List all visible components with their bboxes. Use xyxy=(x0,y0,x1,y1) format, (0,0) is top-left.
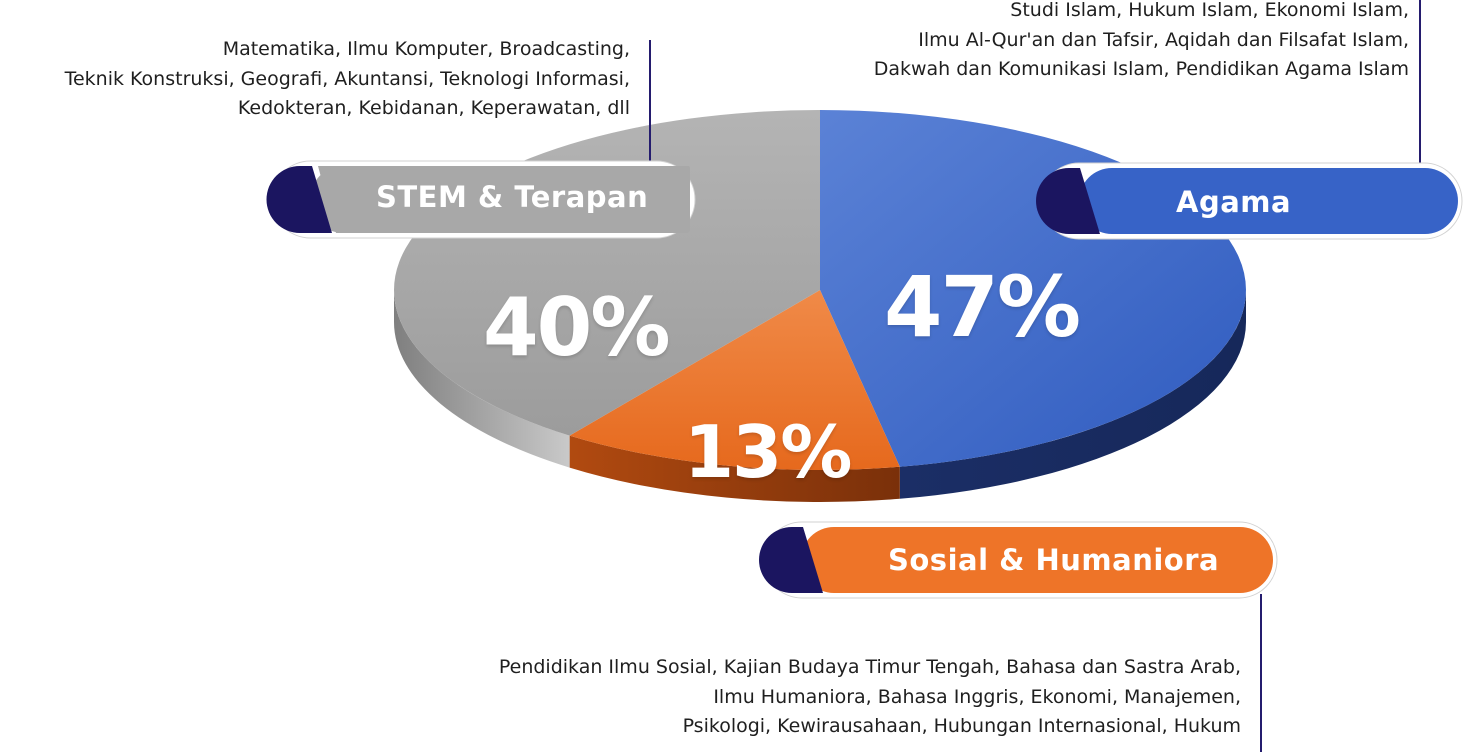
sosial-label: Sosial & Humaniora xyxy=(888,543,1220,577)
agama-badge xyxy=(1036,162,1463,240)
sosial-description-line: Psikologi, Kewirausahaan, Hubungan Inter… xyxy=(682,715,1241,737)
sosial-description-line: Pendidikan Ilmu Sosial, Kajian Budaya Ti… xyxy=(498,656,1241,678)
sosial-slice-side xyxy=(569,435,900,502)
stem-description-line: Kedokteran, Kebidanan, Keperawatan, dll xyxy=(237,97,630,119)
stem-slice-side xyxy=(394,290,570,468)
agama-description-line: Ilmu Al-Qur'an dan Tafsir, Aqidah dan Fi… xyxy=(918,28,1409,51)
agama-description: Studi Islam, Hukum Islam, Ekonomi Islam,… xyxy=(874,0,1409,85)
agama-description-line: Studi Islam, Hukum Islam, Ekonomi Islam, xyxy=(1010,0,1409,21)
stem-percent-label: 40% xyxy=(483,281,670,374)
sosial-badge xyxy=(759,521,1278,599)
agama-description-line: Dakwah dan Komunikasi Islam, Pendidikan … xyxy=(873,58,1409,80)
agama-percent-label: 47% xyxy=(884,258,1081,356)
stem-description: Matematika, Ilmu Komputer, Broadcasting,… xyxy=(65,35,630,124)
stem-description-line: Teknik Konstruksi, Geografi, Akuntansi, … xyxy=(64,67,630,90)
agama-label: Agama xyxy=(1176,185,1292,219)
sosial-description-line: Ilmu Humaniora, Bahasa Inggris, Ekonomi,… xyxy=(713,685,1241,708)
sosial-description: Pendidikan Ilmu Sosial, Kajian Budaya Ti… xyxy=(499,653,1241,742)
stem-label: STEM & Terapan xyxy=(376,180,649,214)
sosial-percent-label: 13% xyxy=(684,410,852,494)
stem-description-line: Matematika, Ilmu Komputer, Broadcasting, xyxy=(222,38,630,60)
sosial-slice xyxy=(569,290,900,470)
stem-badge xyxy=(266,160,696,239)
agama-slice-side xyxy=(899,290,1246,499)
